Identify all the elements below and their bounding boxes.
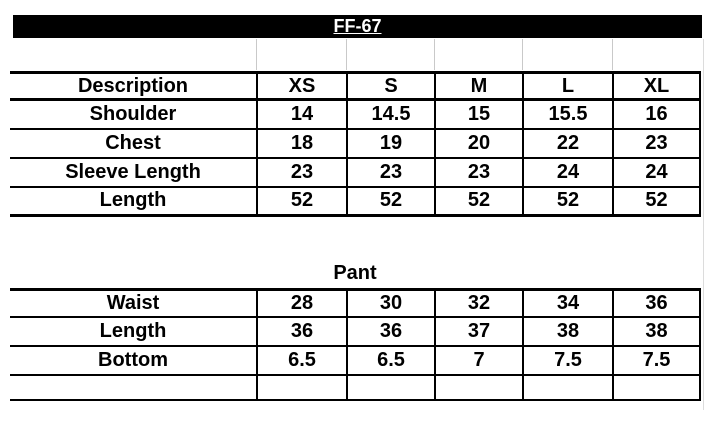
column-header-l: L (522, 72, 613, 100)
table-row-bottom: Bottom 6.5 6.5 7 7.5 7.5 (10, 345, 701, 375)
value-cell (256, 374, 347, 400)
column-header-xs: XS (256, 72, 347, 100)
table-row-shoulder: Shoulder 14 14.5 15 15.5 16 (10, 99, 701, 129)
column-header-s: S (346, 72, 435, 100)
value-cell: 18 (256, 128, 347, 158)
value-cell: 28 (256, 289, 347, 317)
row-label-cell: Waist (106, 291, 160, 314)
gridline (256, 39, 257, 70)
value-cell: 22 (522, 128, 613, 158)
gridline (703, 39, 704, 410)
value-cell: 16 (612, 99, 701, 129)
value-cell: 24 (612, 157, 701, 187)
value-cell: 36 (256, 316, 347, 346)
value-cell: 37 (434, 316, 523, 346)
value-cell: 32 (434, 289, 523, 317)
table-header-row: Description XS S M L XL (10, 72, 701, 100)
table-row-chest: Chest 18 19 20 22 23 (10, 128, 701, 158)
value-cell: 36 (346, 316, 435, 346)
table-row-pant-length: Length 36 36 37 38 38 (10, 316, 701, 346)
value-cell: 52 (612, 186, 701, 216)
value-cell: 14 (256, 99, 347, 129)
value-cell: 6.5 (346, 345, 435, 375)
row-label-cell: Chest (105, 131, 161, 154)
value-cell: 52 (256, 186, 347, 216)
value-cell: 15 (434, 99, 523, 129)
value-cell: 7.5 (612, 345, 701, 375)
value-cell: 23 (346, 157, 435, 187)
row-label-cell: Length (99, 319, 167, 342)
value-cell: 20 (434, 128, 523, 158)
value-cell: 36 (612, 289, 701, 317)
column-header-xl: XL (612, 72, 701, 100)
value-cell: 7 (434, 345, 523, 375)
value-cell (434, 374, 523, 400)
value-cell: 34 (522, 289, 613, 317)
value-cell: 23 (256, 157, 347, 187)
value-cell: 38 (612, 316, 701, 346)
gridline (434, 39, 435, 70)
chart-title: FF-67 (333, 16, 382, 36)
table-row-waist: Waist 28 30 32 34 36 (10, 289, 701, 317)
value-cell: 23 (612, 128, 701, 158)
gridline (346, 39, 347, 70)
value-cell: 6.5 (256, 345, 347, 375)
column-header-m: M (434, 72, 523, 100)
value-cell (612, 374, 701, 400)
value-cell: 23 (434, 157, 523, 187)
value-cell: 38 (522, 316, 613, 346)
gridline (612, 39, 613, 70)
row-label-cell (10, 375, 257, 400)
pant-section-label: Pant (333, 262, 377, 284)
value-cell (346, 374, 435, 400)
gridline (522, 39, 523, 70)
column-header-description: Description (77, 74, 189, 97)
value-cell: 15.5 (522, 99, 613, 129)
value-cell (522, 374, 613, 400)
row-label-cell: Sleeve Length (65, 160, 201, 183)
value-cell: 24 (522, 157, 613, 187)
table-row-sleeve-length: Sleeve Length 23 23 23 24 24 (10, 157, 701, 187)
shirt-size-table: Description XS S M L XL Shoulder 14 14.5… (10, 71, 701, 217)
row-label-cell: Shoulder (89, 102, 177, 125)
value-cell: 7.5 (522, 345, 613, 375)
table-row-length: Length 52 52 52 52 52 (10, 186, 701, 216)
table-row-empty (10, 374, 701, 400)
value-cell: 30 (346, 289, 435, 317)
value-cell: 52 (434, 186, 523, 216)
value-cell: 52 (522, 186, 613, 216)
value-cell: 52 (346, 186, 435, 216)
row-label-cell: Length (99, 189, 167, 212)
value-cell: 14.5 (346, 99, 435, 129)
row-label-cell: Bottom (98, 348, 168, 371)
pant-size-table: Waist 28 30 32 34 36 Length 36 36 37 38 … (10, 288, 701, 401)
title-banner: FF-67 (13, 15, 702, 38)
value-cell: 19 (346, 128, 435, 158)
